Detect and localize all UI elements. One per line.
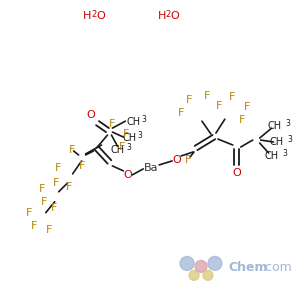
Text: CH: CH: [268, 121, 282, 131]
Text: F: F: [109, 119, 116, 129]
Text: 2: 2: [166, 10, 171, 19]
Text: .com: .com: [262, 261, 292, 274]
Text: 3: 3: [287, 135, 292, 144]
Text: F: F: [238, 115, 245, 125]
Text: F: F: [185, 155, 191, 165]
Text: F: F: [229, 92, 235, 102]
Text: F: F: [186, 95, 192, 105]
Text: F: F: [52, 178, 59, 188]
Circle shape: [208, 256, 222, 270]
Text: CH: CH: [269, 137, 284, 147]
Circle shape: [189, 270, 199, 280]
Text: F: F: [50, 203, 57, 213]
Text: 3: 3: [285, 119, 290, 128]
Text: 3: 3: [138, 131, 143, 140]
Text: CH: CH: [122, 133, 136, 143]
Text: F: F: [78, 161, 85, 171]
Text: 3: 3: [126, 143, 131, 152]
Text: CH: CH: [265, 151, 279, 161]
Text: O: O: [232, 168, 241, 178]
Text: F: F: [55, 163, 61, 173]
Text: F: F: [244, 102, 250, 112]
Text: F: F: [65, 182, 72, 192]
Text: F: F: [31, 220, 37, 231]
Circle shape: [195, 260, 207, 272]
Text: F: F: [68, 145, 75, 155]
Text: 3: 3: [142, 115, 147, 124]
Text: 2: 2: [91, 10, 96, 19]
Text: CH: CH: [110, 145, 124, 155]
Text: O: O: [86, 110, 95, 120]
Text: F: F: [204, 91, 210, 101]
Text: O: O: [171, 11, 179, 21]
Text: CH: CH: [126, 117, 140, 127]
Circle shape: [180, 256, 194, 270]
Text: Ba: Ba: [144, 163, 158, 173]
Text: F: F: [39, 184, 45, 194]
Text: 3: 3: [282, 149, 287, 158]
Text: O: O: [96, 11, 105, 21]
Text: H: H: [158, 11, 166, 21]
Text: F: F: [216, 101, 222, 111]
Text: F: F: [123, 129, 130, 139]
Text: O: O: [123, 170, 132, 180]
Text: O: O: [173, 155, 182, 165]
Text: F: F: [26, 208, 32, 218]
Text: H: H: [83, 11, 92, 21]
Text: Chem: Chem: [229, 261, 268, 274]
Text: F: F: [40, 197, 47, 207]
Text: F: F: [46, 225, 52, 235]
Text: F: F: [119, 142, 126, 152]
Circle shape: [203, 270, 213, 280]
Text: F: F: [178, 108, 184, 118]
